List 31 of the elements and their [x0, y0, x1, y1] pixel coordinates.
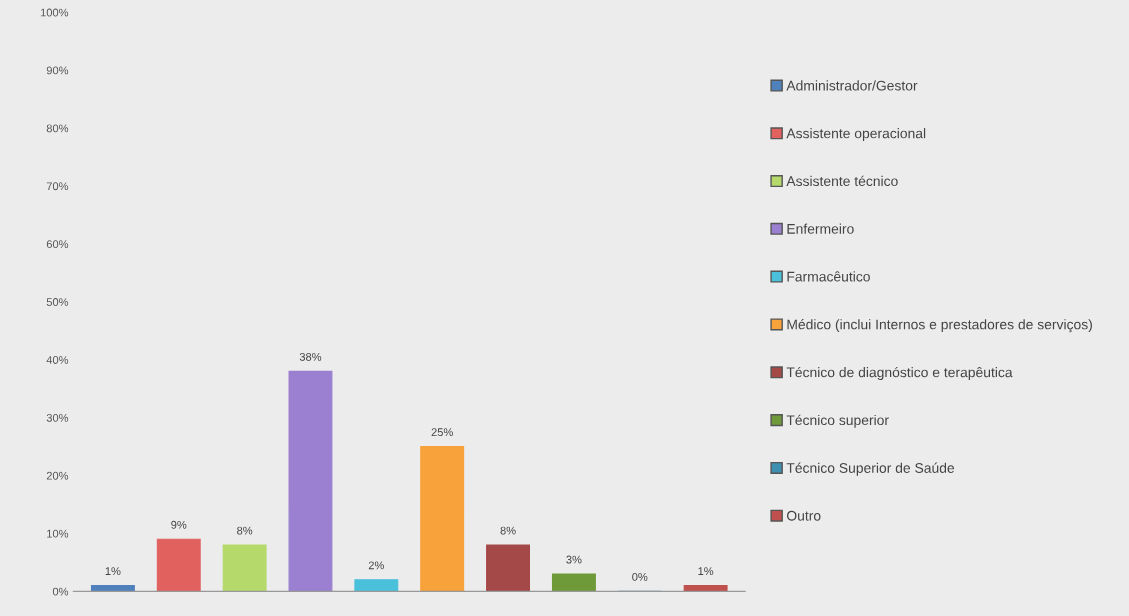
legend-label: Médico (inclui Internos e prestadores de serviços) — [787, 318, 1092, 333]
data-label: 3% — [566, 555, 582, 564]
y-tick-label: 70% — [46, 182, 69, 191]
legend-label: Farmacêutico — [787, 271, 870, 282]
y-tick-label: 60% — [46, 240, 69, 249]
y-tick-label: 100% — [40, 8, 69, 17]
data-label: 25% — [431, 428, 453, 437]
y-tick-label: 30% — [46, 413, 69, 422]
legend-label: Técnico superior — [786, 414, 889, 428]
legend-label: Assistente técnico — [786, 175, 898, 187]
legend-label: Técnico Superior de Saúde — [786, 462, 955, 476]
y-tick-label: 40% — [46, 356, 69, 364]
y-tick-label: 80% — [46, 124, 69, 133]
legend-label: Administrador/Gestor — [786, 80, 918, 91]
legend-label: Enfermeiro — [787, 223, 854, 234]
legend-label: Outro — [787, 510, 821, 521]
data-label: 8% — [237, 526, 253, 535]
data-label: 9% — [171, 520, 187, 529]
legend-label: Assistente operacional — [786, 128, 926, 142]
y-tick-label: 20% — [46, 471, 69, 480]
data-label: 1% — [105, 567, 121, 575]
y-tick-label: 50% — [46, 298, 69, 306]
y-tick-label: 0% — [52, 587, 69, 596]
legend-label: Técnico de diagnóstico e terapêutica — [786, 366, 1013, 380]
data-label: 1% — [698, 567, 714, 575]
data-label: 38% — [299, 352, 322, 361]
data-label: 2% — [368, 561, 384, 570]
data-label: 0% — [632, 572, 648, 581]
y-tick-label: 90% — [46, 66, 69, 75]
data-label: 8% — [500, 526, 516, 535]
y-tick-label: 10% — [47, 529, 69, 538]
